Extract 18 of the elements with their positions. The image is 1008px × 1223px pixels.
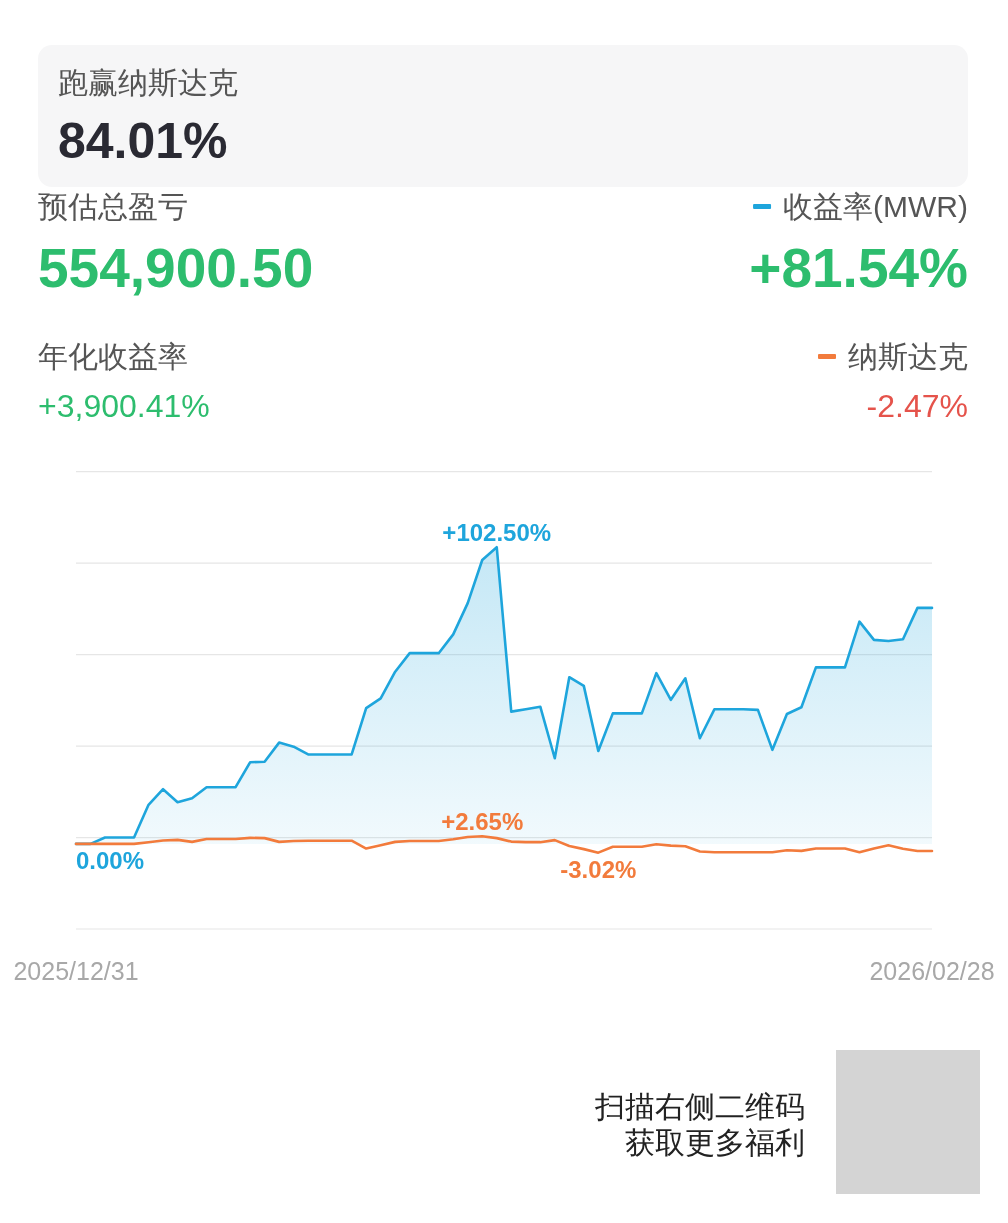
text: 跑赢纳斯达克 [58, 66, 238, 99]
data-label: +2.65% [441, 808, 524, 836]
data-label: -3.02% [560, 855, 637, 883]
text: 获取更多福利 [625, 1126, 805, 1159]
legend-label: 收益率(MWR) [783, 190, 968, 223]
text: 预估总盈亏 [38, 190, 188, 223]
x-tick-label: 2026/02/28 [869, 957, 995, 985]
data-label: 0.00% [76, 846, 145, 874]
data-label: +102.50% [442, 519, 552, 547]
x-tick-label: 2025/12/31 [13, 957, 139, 985]
text: +3,900.41% [38, 388, 210, 424]
text: 扫描右侧二维码 [594, 1090, 805, 1123]
legend-label: 纳斯达克 [848, 340, 968, 373]
text: -2.47% [866, 388, 968, 424]
text: 554,900.50 [38, 237, 314, 299]
text: 84.01% [58, 113, 228, 169]
text: 年化收益率 [38, 340, 188, 373]
text: +81.54% [749, 237, 968, 299]
